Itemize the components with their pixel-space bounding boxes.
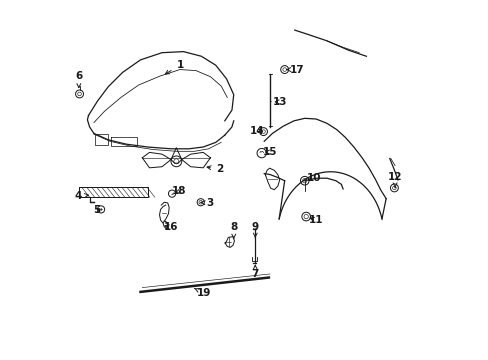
Text: 3: 3 [201, 198, 214, 208]
Text: 5: 5 [93, 206, 100, 216]
Text: 1: 1 [165, 60, 183, 74]
Text: 12: 12 [387, 172, 402, 188]
Text: 6: 6 [75, 71, 82, 87]
Text: 11: 11 [308, 215, 323, 225]
Text: 15: 15 [262, 147, 276, 157]
Text: 7: 7 [251, 265, 259, 279]
Text: 8: 8 [230, 222, 237, 238]
Text: 17: 17 [286, 64, 304, 75]
Text: 18: 18 [172, 186, 186, 197]
Text: 14: 14 [249, 126, 264, 135]
Text: 10: 10 [306, 173, 321, 183]
Text: 13: 13 [273, 97, 287, 107]
Text: 16: 16 [163, 222, 178, 232]
Text: 19: 19 [194, 288, 211, 298]
Text: 2: 2 [206, 164, 223, 174]
Text: 9: 9 [251, 222, 258, 238]
Text: 4: 4 [74, 191, 88, 201]
